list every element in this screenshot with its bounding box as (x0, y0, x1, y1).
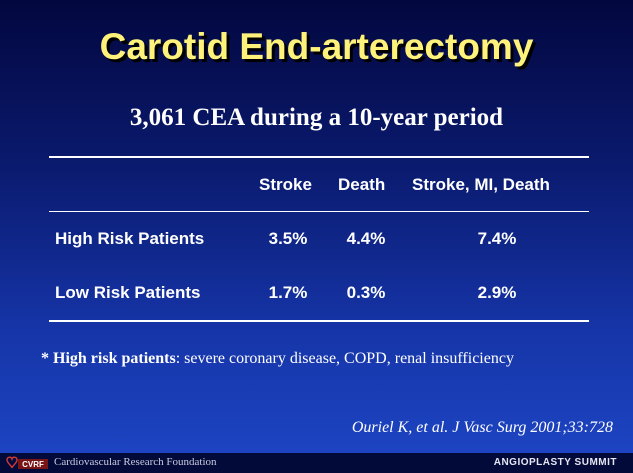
row-label-low-risk: Low Risk Patients (55, 283, 201, 302)
column-header-stroke: Stroke (259, 175, 312, 194)
cvrf-logo: CVRF (6, 456, 48, 469)
table-header-rule (49, 211, 589, 212)
high-risk-combined-value: 7.4% (477, 229, 517, 248)
high-risk-stroke-value: 3.5% (268, 229, 308, 248)
row-label-high-risk: High Risk Patients (55, 229, 205, 248)
low-risk-death-value: 0.3% (346, 283, 386, 302)
footer-bar (0, 453, 633, 473)
footnote-marker: * (41, 350, 53, 367)
slide-subtitle: 3,061 CEA during a 10-year period (129, 104, 504, 131)
table-top-rule (49, 156, 589, 158)
table-bottom-rule (49, 320, 589, 322)
footnote-term: High risk patients (53, 350, 176, 367)
citation: Ouriel K, et al. J Vasc Surg 2001;33:728 (351, 419, 613, 436)
slide-title: Carotid End-arterectomy (99, 26, 534, 67)
high-risk-death-value: 4.4% (346, 229, 386, 248)
column-header-death: Death (338, 175, 386, 194)
organization-name: Cardiovascular Research Foundation (54, 456, 217, 468)
footnote-definition: : severe coronary disease, COPD, renal i… (175, 350, 514, 367)
low-risk-stroke-value: 1.7% (268, 283, 308, 302)
footnote: * High risk patients: severe coronary di… (41, 350, 514, 368)
low-risk-combined-value: 2.9% (477, 283, 517, 302)
event-name: ANGIOPLASTY SUMMIT (493, 457, 617, 468)
column-header-stroke-mi-death: Stroke, MI, Death (412, 175, 550, 194)
logo-text: CVRF (22, 460, 44, 469)
